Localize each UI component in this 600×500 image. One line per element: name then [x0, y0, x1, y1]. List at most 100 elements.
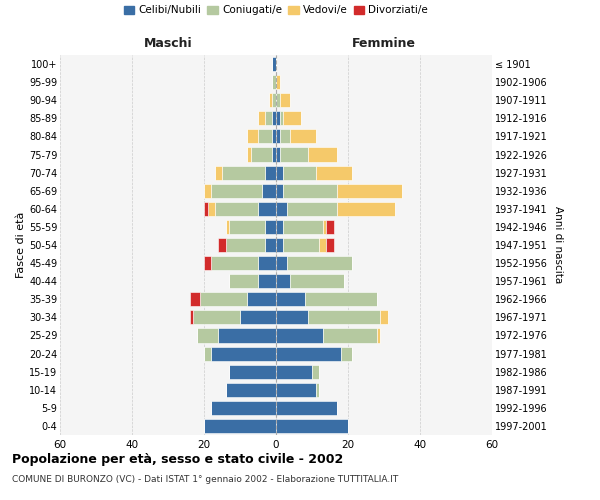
Bar — [283, 184, 337, 198]
Bar — [272, 148, 276, 162]
Bar — [204, 202, 208, 216]
Bar — [204, 419, 276, 433]
Bar — [265, 220, 276, 234]
Text: COMUNE DI BURONZO (VC) - Dati ISTAT 1° gennaio 2002 - Elaborazione TUTTITALIA.IT: COMUNE DI BURONZO (VC) - Dati ISTAT 1° g… — [12, 475, 398, 484]
Bar — [247, 130, 258, 143]
Bar — [319, 238, 326, 252]
Bar — [276, 382, 316, 397]
Bar — [276, 112, 280, 126]
Bar — [211, 256, 258, 270]
Bar — [272, 112, 276, 126]
Bar — [272, 75, 276, 89]
Bar — [276, 202, 287, 216]
Text: Femmine: Femmine — [352, 36, 416, 50]
Bar — [316, 382, 319, 397]
Bar — [316, 166, 352, 179]
Bar — [280, 93, 290, 108]
Bar — [290, 130, 316, 143]
Bar — [276, 419, 348, 433]
Bar — [226, 382, 276, 397]
Bar — [190, 292, 200, 306]
Bar — [308, 310, 380, 324]
Bar — [312, 364, 319, 378]
Bar — [276, 184, 283, 198]
Bar — [337, 202, 395, 216]
Bar — [276, 148, 280, 162]
Bar — [247, 148, 251, 162]
Y-axis label: Anni di nascita: Anni di nascita — [553, 206, 563, 284]
Bar — [208, 202, 215, 216]
Bar — [269, 93, 272, 108]
Bar — [326, 238, 334, 252]
Bar — [276, 292, 305, 306]
Bar — [229, 220, 265, 234]
Bar — [218, 238, 226, 252]
Bar — [276, 238, 283, 252]
Bar — [215, 166, 222, 179]
Bar — [323, 328, 377, 342]
Bar — [190, 310, 193, 324]
Bar — [280, 148, 308, 162]
Bar — [247, 292, 276, 306]
Bar — [215, 202, 258, 216]
Bar — [280, 130, 290, 143]
Bar — [337, 184, 402, 198]
Bar — [283, 166, 316, 179]
Bar — [380, 310, 388, 324]
Bar — [287, 202, 337, 216]
Bar — [204, 256, 211, 270]
Bar — [226, 238, 265, 252]
Bar — [251, 148, 272, 162]
Y-axis label: Fasce di età: Fasce di età — [16, 212, 26, 278]
Bar — [258, 274, 276, 288]
Bar — [276, 93, 280, 108]
Bar — [197, 328, 218, 342]
Bar — [258, 112, 265, 126]
Bar — [283, 112, 301, 126]
Bar — [218, 328, 276, 342]
Bar — [377, 328, 380, 342]
Bar — [276, 401, 337, 415]
Bar — [258, 130, 272, 143]
Bar — [258, 202, 276, 216]
Text: Maschi: Maschi — [143, 36, 193, 50]
Bar — [276, 75, 280, 89]
Bar — [276, 274, 290, 288]
Bar — [240, 310, 276, 324]
Bar — [222, 166, 265, 179]
Bar — [280, 112, 283, 126]
Bar — [276, 364, 312, 378]
Bar — [229, 364, 276, 378]
Bar — [226, 220, 229, 234]
Bar — [204, 346, 211, 360]
Bar — [283, 238, 319, 252]
Bar — [272, 130, 276, 143]
Bar — [229, 274, 258, 288]
Bar — [272, 57, 276, 71]
Bar — [265, 112, 272, 126]
Bar — [276, 328, 323, 342]
Bar — [290, 274, 344, 288]
Bar — [308, 148, 337, 162]
Bar — [262, 184, 276, 198]
Bar — [326, 220, 334, 234]
Bar — [258, 256, 276, 270]
Bar — [276, 130, 280, 143]
Bar — [287, 256, 352, 270]
Bar — [341, 346, 352, 360]
Bar — [200, 292, 247, 306]
Bar — [323, 220, 326, 234]
Bar — [211, 346, 276, 360]
Bar — [211, 184, 262, 198]
Bar — [276, 346, 341, 360]
Bar — [211, 401, 276, 415]
Bar — [276, 256, 287, 270]
Bar — [276, 310, 308, 324]
Bar — [204, 184, 211, 198]
Bar — [193, 310, 240, 324]
Bar — [276, 220, 283, 234]
Legend: Celibi/Nubili, Coniugati/e, Vedovi/e, Divorziati/e: Celibi/Nubili, Coniugati/e, Vedovi/e, Di… — [119, 2, 433, 20]
Bar — [265, 238, 276, 252]
Bar — [265, 166, 276, 179]
Bar — [305, 292, 377, 306]
